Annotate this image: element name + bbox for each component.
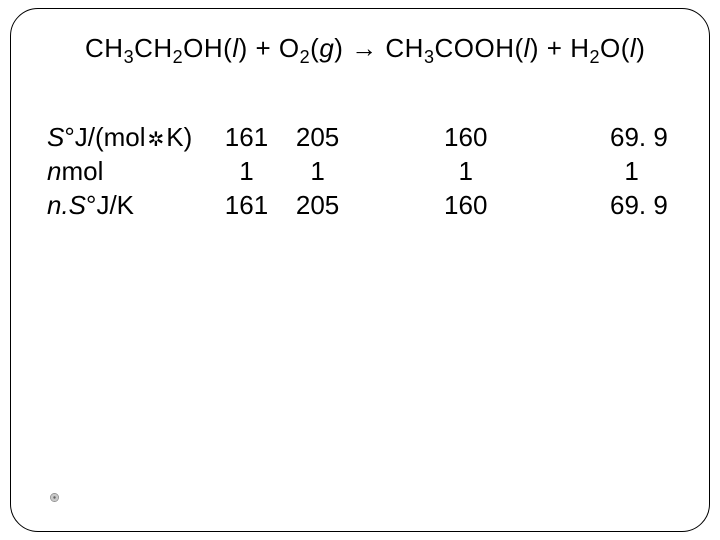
eq-sub-2c: 2 — [590, 47, 601, 67]
eq-sub-2b: 2 — [300, 47, 311, 67]
label-nS-italic: n.S — [47, 190, 86, 221]
eq-sub-2a: 2 — [173, 47, 184, 67]
row-moles: n mol 1 1 1 1 — [47, 156, 689, 190]
cell-s-4: 69. 9 — [610, 122, 689, 153]
label-S-rest2: K) — [166, 122, 192, 153]
label-entropy: S° J/(mol ✲ K) — [47, 122, 225, 153]
label-moles: n mol — [47, 156, 225, 187]
cell-ns-4: 69. 9 — [610, 190, 689, 221]
label-nS-rest: J/K — [96, 190, 134, 221]
cell-n-3: 1 — [444, 156, 610, 187]
cell-ns-1: 161 — [225, 190, 296, 221]
eq-h2o-close: ) — [636, 33, 645, 63]
label-n-rest: mol — [61, 156, 103, 187]
cell-s-3: 160 — [444, 122, 610, 153]
eq-arrow: → — [351, 33, 378, 63]
label-S-italic: S — [47, 122, 64, 153]
slide-frame: CH3CH2OH(l) + O2(g) → CH3COOH(l) + H2O(l… — [10, 8, 710, 532]
eq-h2o-o: O( — [600, 33, 630, 63]
data-table: S° J/(mol ✲ K) 161 205 160 69. 9 n mol 1… — [47, 122, 689, 224]
eq-sub-3b: 3 — [424, 47, 435, 67]
eq-product1-ch: CH — [378, 33, 424, 63]
cell-n-1: 1 — [225, 156, 296, 187]
label-n-italic: n — [47, 156, 61, 187]
eq-reactant1-oh: OH( — [183, 33, 232, 63]
bullet-icon — [49, 492, 60, 503]
label-nS-deg: ° — [86, 190, 96, 221]
cell-n-2: 1 — [296, 156, 444, 187]
cell-s-2: 205 — [296, 122, 444, 153]
row-nS: n.S° J/K 161 205 160 69. 9 — [47, 190, 689, 224]
eq-product1-cooh: COOH( — [434, 33, 523, 63]
label-nS: n.S° J/K — [47, 190, 225, 221]
eq-sub-3a: 3 — [124, 47, 135, 67]
eq-o2-close: ) — [334, 33, 351, 63]
cell-ns-2: 205 — [296, 190, 444, 221]
label-S-deg: ° — [64, 122, 74, 153]
cell-n-4: 1 — [610, 156, 689, 187]
chemical-equation: CH3CH2OH(l) + O2(g) → CH3COOH(l) + H2O(l… — [85, 33, 689, 64]
eq-reactant1-ch2: CH — [134, 33, 173, 63]
eq-plus-o: ) + O — [239, 33, 300, 63]
eq-plus-h: ) + H — [530, 33, 590, 63]
cell-ns-3: 160 — [444, 190, 610, 221]
row-entropy: S° J/(mol ✲ K) 161 205 160 69. 9 — [47, 122, 689, 156]
eq-state-g: g — [319, 33, 334, 63]
eq-o2-open: ( — [310, 33, 319, 63]
eq-reactant1-ch: CH — [85, 33, 124, 63]
cell-s-1: 161 — [225, 122, 296, 153]
label-S-rest1: J/(mol — [75, 122, 146, 153]
star-icon: ✲ — [148, 127, 165, 152]
